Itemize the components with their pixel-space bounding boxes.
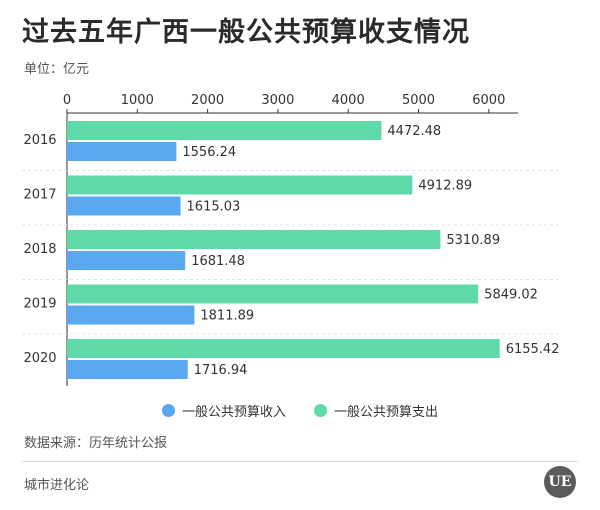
data-label-income: 1811.89 — [200, 309, 254, 324]
legend-item-expenditure: 一般公共预算支出 — [314, 401, 438, 420]
x-tick-label: 1000 — [121, 93, 154, 108]
footer-brand: 城市进化论 — [24, 478, 90, 493]
bar-income — [67, 360, 188, 379]
bar-expenditure — [67, 121, 382, 140]
x-tick-label: 6000 — [472, 93, 505, 108]
legend-swatch-expenditure — [314, 404, 327, 417]
category-label: 2018 — [23, 242, 56, 257]
legend-label-expenditure: 一般公共预算支出 — [334, 405, 439, 420]
bar-expenditure — [67, 230, 441, 249]
data-label-income: 1615.03 — [187, 200, 241, 215]
bar-expenditure — [67, 339, 500, 358]
legend: 一般公共预算收入 一般公共预算支出 — [0, 401, 600, 420]
data-label-expenditure: 4472.48 — [387, 124, 441, 139]
x-tick-label: 2000 — [191, 93, 224, 108]
category-label: 2017 — [23, 188, 56, 203]
divider — [22, 461, 578, 462]
data-label-income: 1556.24 — [182, 145, 236, 160]
x-tick-label: 4000 — [332, 93, 365, 108]
x-tick-label: 5000 — [402, 93, 435, 108]
x-tick-label: 3000 — [261, 93, 294, 108]
category-label: 2020 — [23, 351, 56, 366]
category-label: 2019 — [23, 297, 56, 312]
data-label-expenditure: 5310.89 — [446, 233, 500, 248]
legend-label-income: 一般公共预算收入 — [181, 405, 286, 420]
bar-chart: 0 1000 2000 3000 4000 5000 6000 2016 4472.48 1556… — [22, 93, 560, 386]
legend-item-income: 一般公共预算收入 — [161, 401, 286, 420]
bar-expenditure — [67, 284, 479, 304]
data-label-expenditure: 5849.02 — [484, 288, 538, 303]
bar-income — [67, 251, 186, 270]
bar-income — [67, 196, 181, 216]
unit-label: 单位：亿元 — [24, 62, 90, 77]
chart-title: 过去五年广西一般公共预算收支情况 — [22, 17, 470, 48]
bar-income — [67, 305, 195, 325]
x-tick-label: 0 — [63, 93, 71, 108]
data-source: 数据来源：历年统计公报 — [24, 436, 168, 451]
bar-expenditure — [67, 175, 413, 195]
data-label-expenditure: 4912.89 — [418, 179, 472, 194]
data-label-income: 1681.48 — [191, 254, 245, 269]
legend-swatch-income — [161, 404, 175, 417]
brand-logo: UE — [544, 466, 576, 498]
data-label-expenditure: 6155.42 — [506, 342, 560, 357]
bar-income — [67, 142, 177, 161]
category-label: 2016 — [23, 133, 56, 148]
data-label-income: 1716.94 — [194, 363, 248, 378]
